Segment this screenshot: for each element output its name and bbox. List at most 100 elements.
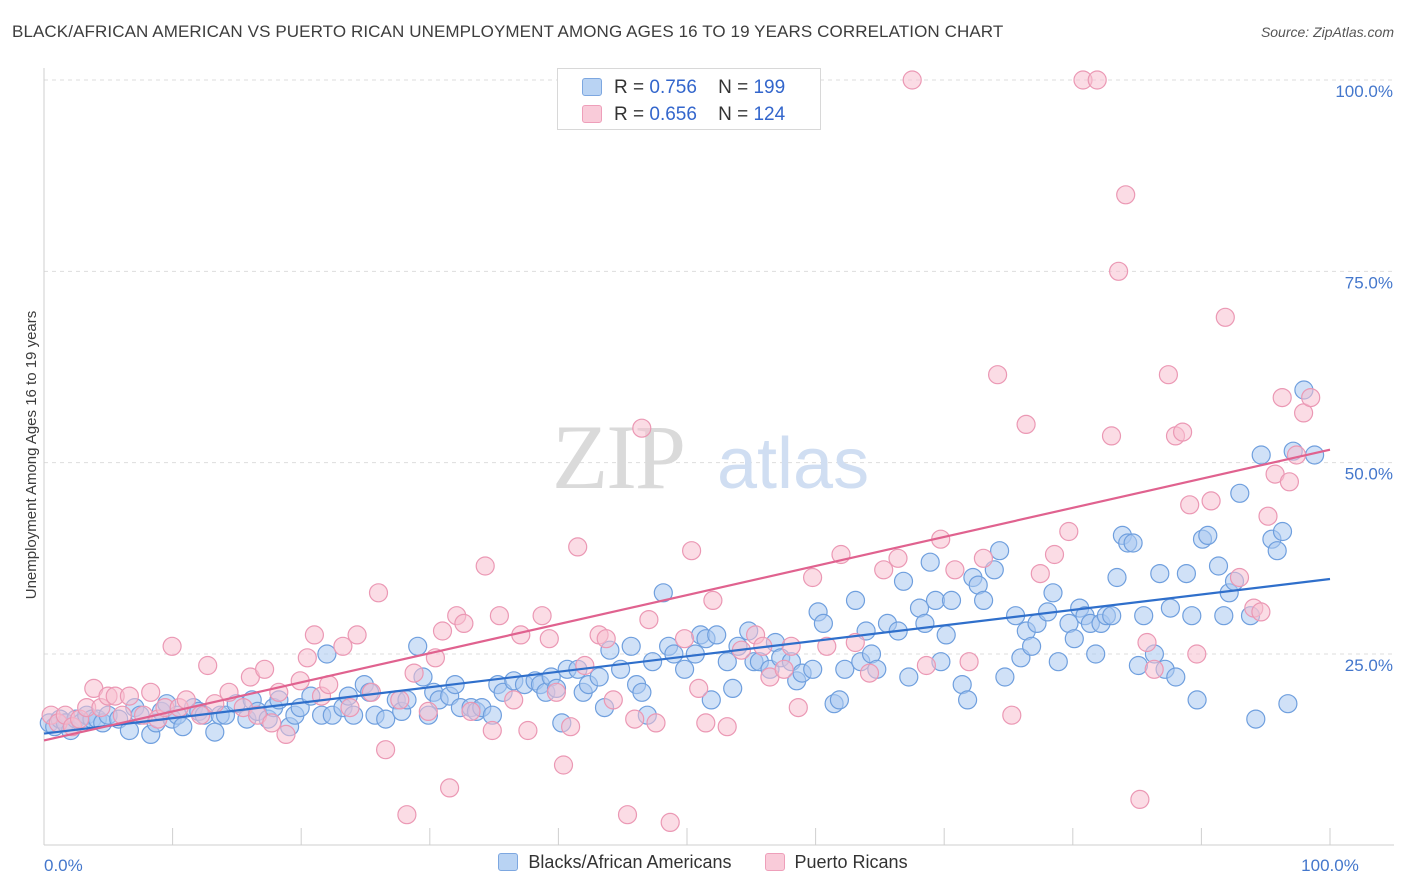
- point-puerto-ricans: [404, 663, 424, 683]
- watermark: ZIP atlas: [552, 406, 869, 508]
- point-puerto-ricans: [262, 713, 282, 733]
- point-blacks: [829, 690, 850, 710]
- legend-label-blacks: Blacks/African Americans: [528, 852, 732, 872]
- point-puerto-ricans: [916, 655, 937, 676]
- point-blacks: [1107, 567, 1127, 588]
- point-blacks: [1272, 521, 1293, 542]
- point-puerto-ricans: [674, 629, 695, 649]
- point-blacks: [936, 625, 956, 645]
- legend-swatch-pink: [764, 853, 785, 871]
- point-puerto-ricans: [1258, 506, 1278, 526]
- point-puerto-ricans: [119, 686, 139, 706]
- point-puerto-ricans: [1144, 659, 1164, 679]
- legend-row-blacks: R = 0.756 N = 199: [582, 77, 785, 99]
- point-blacks: [717, 652, 737, 672]
- point-puerto-ricans: [1116, 185, 1136, 205]
- legend-item-puerto-ricans: Puerto Ricans: [764, 852, 908, 873]
- point-blacks: [1123, 533, 1143, 553]
- point-puerto-ricans: [1301, 388, 1321, 408]
- legend-n-value: 124: [753, 104, 786, 125]
- point-blacks: [701, 690, 721, 710]
- watermark-zip: ZIP: [552, 406, 684, 508]
- point-puerto-ricans: [689, 678, 709, 699]
- point-puerto-ricans: [1002, 705, 1022, 725]
- point-puerto-ricans: [1130, 789, 1150, 810]
- point-puerto-ricans: [625, 709, 645, 729]
- point-puerto-ricans: [390, 690, 410, 710]
- point-blacks: [653, 583, 673, 603]
- legend-r-value: 0.656: [649, 104, 697, 125]
- point-puerto-ricans: [717, 717, 737, 737]
- point-puerto-ricans: [454, 613, 474, 634]
- point-blacks: [1160, 598, 1181, 618]
- point-blacks: [915, 613, 935, 634]
- point-blacks: [723, 678, 743, 699]
- point-blacks: [1182, 606, 1202, 626]
- point-blacks: [845, 590, 866, 611]
- legend-n-label: N =: [718, 104, 749, 125]
- point-puerto-ricans: [482, 720, 502, 741]
- y-tick-label: 75.0%: [1345, 273, 1393, 292]
- legend-label-puerto-ricans: Puerto Ricans: [794, 852, 908, 872]
- point-puerto-ricans: [276, 724, 296, 745]
- point-puerto-ricans: [489, 606, 509, 626]
- point-puerto-ricans: [361, 682, 381, 702]
- point-blacks: [925, 590, 946, 611]
- point-puerto-ricans: [781, 636, 801, 656]
- point-blacks: [1048, 652, 1068, 672]
- point-puerto-ricans: [660, 812, 680, 833]
- point-puerto-ricans: [198, 655, 218, 676]
- point-blacks: [632, 682, 652, 702]
- point-puerto-ricans: [347, 625, 367, 645]
- legend-n-label: N =: [718, 77, 749, 98]
- point-blacks: [1278, 694, 1298, 714]
- point-puerto-ricans: [162, 636, 182, 656]
- legend-swatch-blue: [498, 853, 519, 871]
- point-puerto-ricans: [297, 648, 317, 668]
- point-puerto-ricans: [639, 609, 659, 630]
- point-puerto-ricans: [1272, 388, 1292, 408]
- point-puerto-ricans: [1180, 495, 1200, 515]
- point-blacks: [1102, 606, 1122, 626]
- series-legend: Blacks/African Americans Puerto Ricans: [0, 852, 1406, 873]
- point-puerto-ricans: [1279, 472, 1300, 492]
- point-puerto-ricans: [1108, 261, 1129, 281]
- point-puerto-ricans: [418, 701, 438, 722]
- y-ticks: 25.0% 50.0% 75.0% 100.0%: [1335, 82, 1393, 675]
- point-blacks: [1208, 556, 1229, 576]
- point-puerto-ricans: [788, 697, 808, 718]
- point-puerto-ricans: [959, 652, 979, 672]
- point-puerto-ricans: [1201, 491, 1221, 511]
- chart-title: BLACK/AFRICAN AMERICAN VS PUERTO RICAN U…: [12, 22, 1004, 41]
- point-blacks: [621, 636, 641, 656]
- point-puerto-ricans: [945, 560, 965, 580]
- point-puerto-ricans: [646, 713, 666, 733]
- point-blacks: [1043, 583, 1063, 603]
- point-puerto-ricans: [1229, 567, 1250, 588]
- point-puerto-ricans: [255, 659, 275, 679]
- point-blacks: [1021, 636, 1042, 656]
- y-axis-title: Unemployment Among Ages 16 to 19 years: [23, 311, 40, 600]
- point-blacks: [664, 644, 684, 664]
- point-blacks: [707, 625, 727, 645]
- point-puerto-ricans: [539, 629, 559, 649]
- point-puerto-ricans: [1172, 422, 1193, 442]
- point-puerto-ricans: [518, 720, 538, 741]
- point-puerto-ricans: [1251, 602, 1271, 622]
- point-puerto-ricans: [596, 629, 616, 649]
- point-blacks: [941, 590, 962, 611]
- point-puerto-ricans: [546, 682, 567, 702]
- point-puerto-ricans: [1158, 365, 1179, 385]
- legend-r-value: 0.756: [649, 77, 697, 98]
- point-blacks: [1187, 690, 1207, 710]
- y-tick-label: 100.0%: [1335, 82, 1393, 101]
- point-puerto-ricans: [817, 636, 837, 656]
- point-puerto-ricans: [696, 713, 716, 733]
- point-blacks: [1176, 563, 1197, 584]
- point-puerto-ricans: [575, 655, 595, 676]
- legend-row-puerto-ricans: R = 0.656 N = 124: [582, 104, 785, 126]
- point-puerto-ricans: [617, 805, 638, 825]
- point-puerto-ricans: [368, 583, 389, 603]
- point-puerto-ricans: [1137, 632, 1157, 653]
